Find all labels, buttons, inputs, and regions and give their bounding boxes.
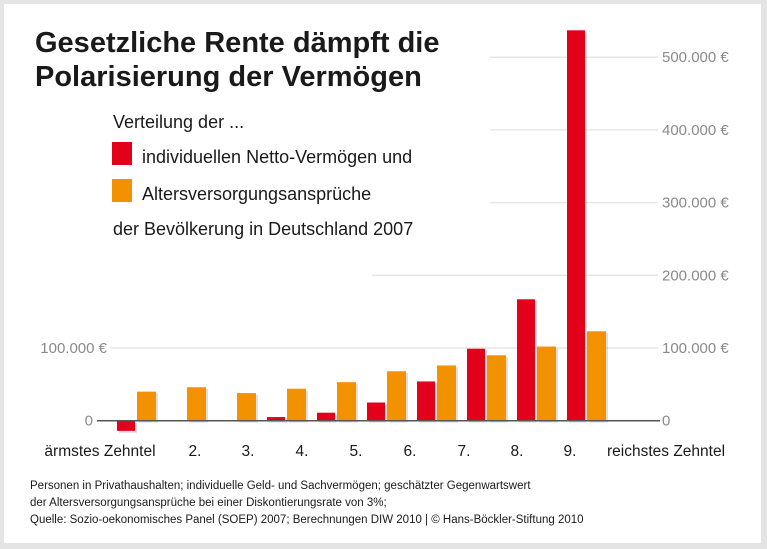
- bar-netto-8: [467, 348, 485, 421]
- right-tick-label: 300.000 €: [662, 195, 729, 212]
- bar-alters-8: [487, 355, 506, 421]
- bar-alters-10: [587, 331, 606, 421]
- legend-swatch-netto: [112, 142, 132, 165]
- bar-netto-9: [517, 299, 535, 421]
- category-label: 4.: [296, 443, 309, 460]
- category-label: 2.: [189, 443, 202, 460]
- bar-alters-5: [337, 382, 356, 421]
- right-tick-label: 500.000 €: [662, 49, 729, 66]
- bar-alters-1: [137, 391, 156, 421]
- legend-outro: der Bevölkerung in Deutschland 2007: [113, 219, 413, 239]
- chart-title-line-1: Gesetzliche Rente dämpft die: [35, 27, 440, 59]
- bar-alters-9: [537, 346, 556, 421]
- left-tick-label: 100.000 €: [40, 340, 107, 357]
- chart-frame: [4, 4, 761, 543]
- category-label: 8.: [511, 443, 524, 460]
- right-tick-label: 400.000 €: [662, 122, 729, 139]
- footnote-line-3: Quelle: Sozio-oekonomisches Panel (SOEP)…: [30, 514, 584, 526]
- footnote-line-1: Personen in Privathaushalten; individuel…: [30, 480, 531, 492]
- chart-title-line-2: Polarisierung der Vermögen: [35, 61, 422, 93]
- category-label: 6.: [404, 443, 417, 460]
- bar-netto-6: [367, 402, 385, 421]
- right-tick-label: 100.000 €: [662, 340, 729, 357]
- bar-netto-5: [317, 412, 335, 421]
- bar-netto-10: [567, 30, 585, 421]
- legend-swatch-alters: [112, 179, 132, 202]
- left-tick-label: 0: [85, 413, 93, 430]
- category-label: ärmstes Zehntel: [44, 443, 155, 460]
- bar-alters-3: [237, 393, 256, 421]
- category-label: 5.: [350, 443, 363, 460]
- category-label: 9.: [564, 443, 577, 460]
- legend-label-alters: Altersversorgungsansprüche: [142, 184, 371, 204]
- category-label: reichstes Zehntel: [607, 443, 725, 460]
- legend-label-netto: individuellen Netto-Vermögen und: [142, 147, 412, 167]
- category-label: 7.: [458, 443, 471, 460]
- bar-alters-2: [187, 387, 206, 421]
- category-label: 3.: [242, 443, 255, 460]
- bar-netto-7: [417, 381, 435, 421]
- legend-intro: Verteilung der ...: [113, 112, 244, 132]
- right-tick-label: 0: [662, 413, 670, 430]
- bar-netto-4: [267, 417, 285, 421]
- bar-alters-6: [387, 371, 406, 421]
- bar-alters-7: [437, 365, 456, 421]
- bar-netto-1: [117, 420, 135, 431]
- right-tick-label: 200.000 €: [662, 267, 729, 284]
- bar-alters-4: [287, 388, 306, 421]
- footnote-line-2: der Altersversorgungsansprüche bei einer…: [30, 497, 387, 509]
